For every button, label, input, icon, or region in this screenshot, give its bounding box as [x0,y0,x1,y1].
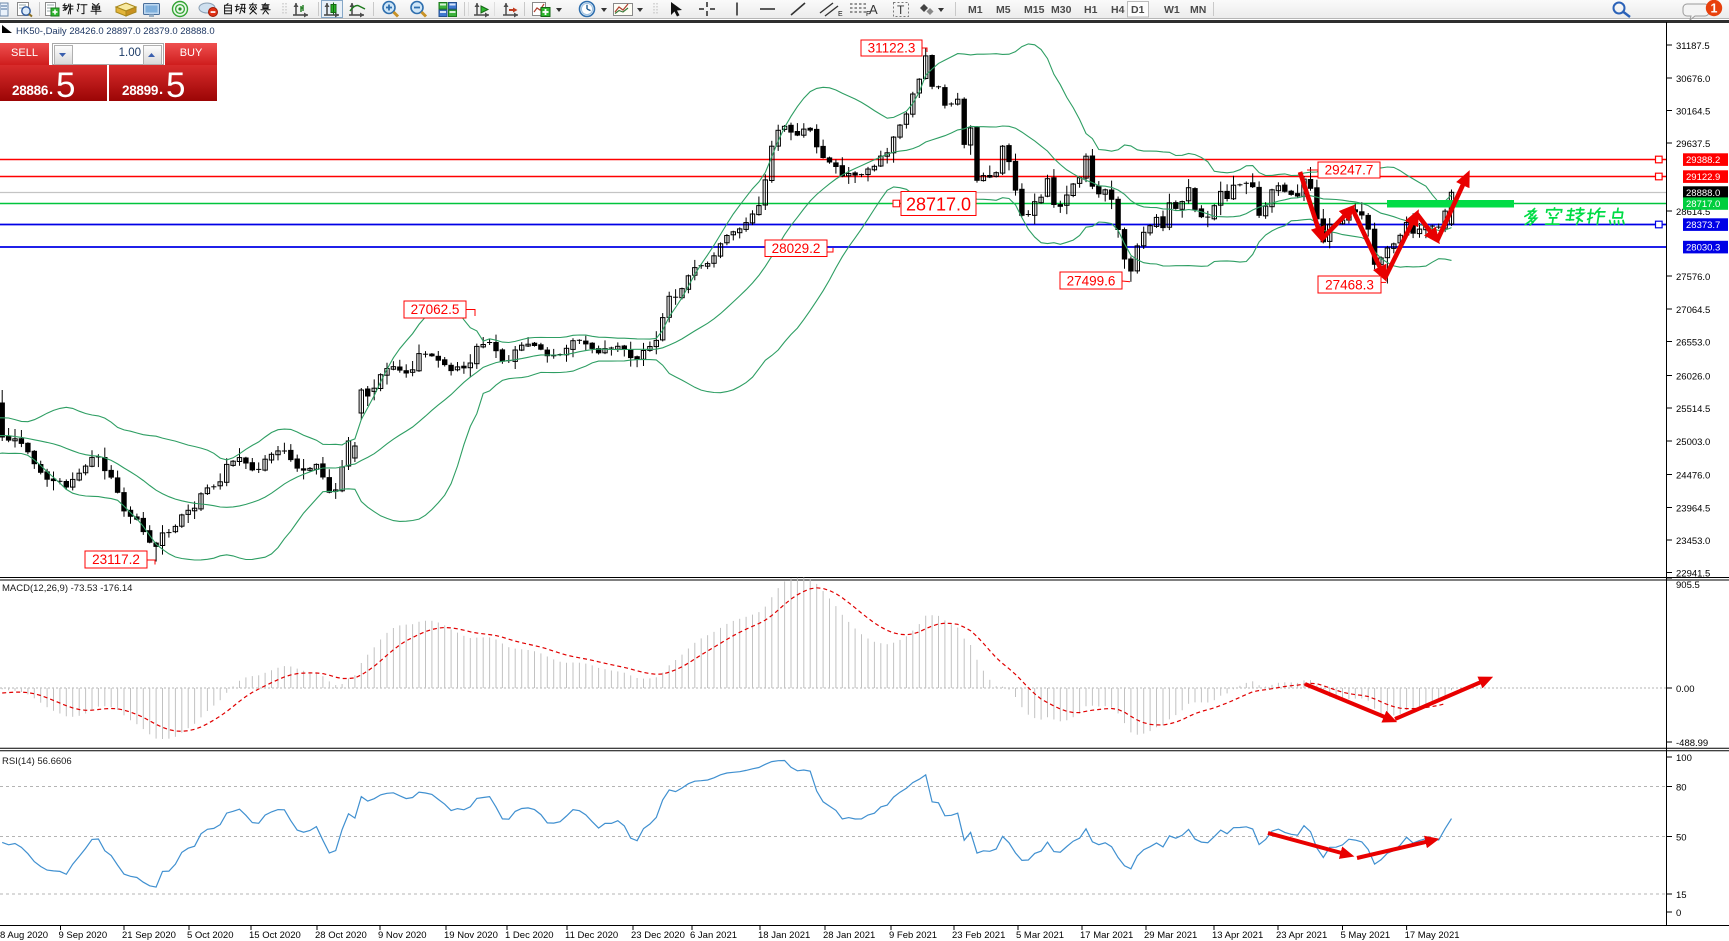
svg-text:30164.5: 30164.5 [1676,107,1710,118]
svg-text:M30: M30 [1051,4,1072,16]
svg-text:T: T [897,3,905,17]
svg-text:27468.3: 27468.3 [1325,278,1374,293]
svg-text:26026.0: 26026.0 [1676,372,1710,383]
svg-text:A: A [869,2,878,17]
svg-text:28030.3: 28030.3 [1686,243,1720,254]
svg-text:27064.5: 27064.5 [1676,305,1710,316]
svg-text:29 Mar 2021: 29 Mar 2021 [1144,930,1197,941]
svg-text:MACD(12,26,9) -73.53 -176.14: MACD(12,26,9) -73.53 -176.14 [2,583,132,594]
svg-text:25003.0: 25003.0 [1676,437,1710,448]
svg-text:19 Nov 2020: 19 Nov 2020 [444,930,498,941]
svg-text:24476.0: 24476.0 [1676,471,1710,482]
svg-text:23 Feb 2021: 23 Feb 2021 [952,930,1005,941]
svg-text:1 Dec 2020: 1 Dec 2020 [505,930,554,941]
svg-text:1: 1 [1711,2,1718,16]
svg-text:E: E [838,11,843,18]
svg-text:29388.2: 29388.2 [1686,155,1720,166]
svg-text:11 Dec 2020: 11 Dec 2020 [565,930,618,941]
svg-text:18 Jan 2021: 18 Jan 2021 [758,930,810,941]
svg-text:28373.7: 28373.7 [1686,220,1720,231]
svg-text:F: F [866,11,870,18]
svg-text:RSI(14) 56.6606: RSI(14) 56.6606 [2,756,72,767]
svg-text:80: 80 [1676,783,1687,794]
svg-text:MN: MN [1190,4,1206,16]
svg-text:5 May 2021: 5 May 2021 [1341,930,1391,941]
svg-text:15: 15 [1676,890,1687,901]
svg-text:28717.0: 28717.0 [906,195,971,215]
svg-text:31122.3: 31122.3 [868,41,916,56]
svg-text:15 Oct 2020: 15 Oct 2020 [249,930,301,941]
svg-text:30676.0: 30676.0 [1676,74,1710,85]
svg-text:50: 50 [1676,833,1687,844]
svg-text:D1: D1 [1131,4,1145,16]
svg-text:6 Jan 2021: 6 Jan 2021 [690,930,737,941]
svg-text:M1: M1 [968,4,983,16]
svg-text:8 Aug 2020: 8 Aug 2020 [0,930,48,941]
svg-text:9 Feb 2021: 9 Feb 2021 [889,930,937,941]
svg-text:905.5: 905.5 [1676,580,1700,591]
svg-text:27499.6: 27499.6 [1067,274,1116,289]
svg-text:25514.5: 25514.5 [1676,404,1710,415]
svg-text:28888.0: 28888.0 [1686,188,1720,199]
svg-text:28614.5: 28614.5 [1676,207,1710,218]
svg-text:5 Mar 2021: 5 Mar 2021 [1016,930,1064,941]
svg-text:28 Jan 2021: 28 Jan 2021 [823,930,875,941]
svg-text:28 Oct 2020: 28 Oct 2020 [315,930,367,941]
svg-text:23453.0: 23453.0 [1676,536,1710,547]
svg-text:29122.9: 29122.9 [1686,172,1720,183]
svg-text:100: 100 [1676,753,1692,764]
svg-text:17 May 2021: 17 May 2021 [1405,930,1460,941]
svg-text:-488.99: -488.99 [1676,738,1708,749]
svg-text:23 Apr 2021: 23 Apr 2021 [1276,930,1327,941]
svg-text:29637.5: 29637.5 [1676,139,1710,150]
svg-text:W1: W1 [1164,4,1180,16]
svg-text:5 Oct 2020: 5 Oct 2020 [187,930,233,941]
svg-text:M5: M5 [996,4,1011,16]
svg-text:23964.5: 23964.5 [1676,504,1710,515]
svg-text:9 Sep 2020: 9 Sep 2020 [59,930,108,941]
svg-text:HK50-,Daily 28426.0 28897.0 2: HK50-,Daily 28426.0 28897.0 28379.0 2888… [16,26,215,37]
svg-text:31187.5: 31187.5 [1676,41,1710,52]
svg-text:21 Sep 2020: 21 Sep 2020 [122,930,176,941]
svg-text:H4: H4 [1111,4,1125,16]
svg-text:29247.7: 29247.7 [1325,163,1374,178]
svg-text:26553.0: 26553.0 [1676,338,1710,349]
svg-text:H1: H1 [1084,4,1098,16]
svg-text:9 Nov 2020: 9 Nov 2020 [378,930,427,941]
svg-text:17 Mar 2021: 17 Mar 2021 [1080,930,1133,941]
svg-text:0.00: 0.00 [1676,684,1695,695]
svg-text:13 Apr 2021: 13 Apr 2021 [1212,930,1263,941]
svg-text:0: 0 [1676,908,1681,919]
svg-text:27062.5: 27062.5 [411,302,460,317]
svg-text:27576.0: 27576.0 [1676,272,1710,283]
svg-text:28029.2: 28029.2 [772,241,821,256]
svg-text:22941.5: 22941.5 [1676,569,1710,580]
svg-text:M15: M15 [1024,4,1045,16]
svg-text:23117.2: 23117.2 [92,552,140,567]
svg-text:23 Dec 2020: 23 Dec 2020 [631,930,685,941]
svg-text:28717.0: 28717.0 [1686,199,1720,210]
